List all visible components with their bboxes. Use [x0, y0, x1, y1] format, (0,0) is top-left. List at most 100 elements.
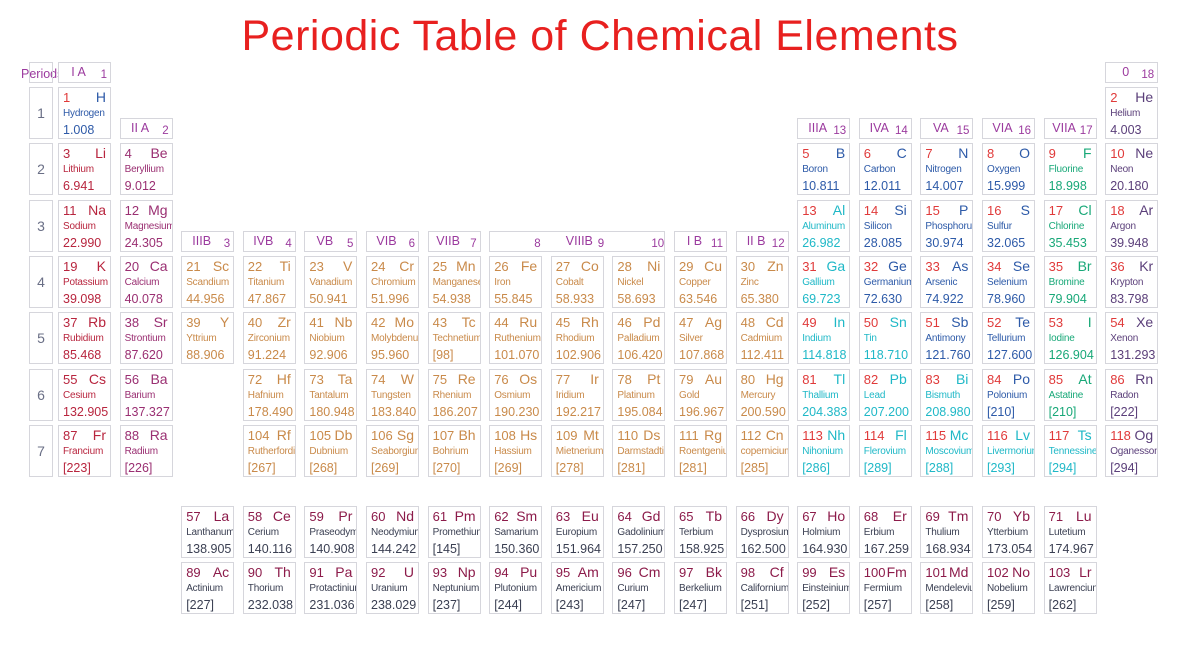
element-cell-ge[interactable]: 32 Ge Germanium 72.630 — [858, 255, 912, 308]
element-cell-ni[interactable]: 28 Ni Nickel 58.693 — [612, 255, 666, 308]
element-cell-fm[interactable]: 100 Fm Fermium [257] — [858, 562, 912, 614]
element-cell-re[interactable]: 75 Re Rhenium 186.207 — [427, 368, 481, 421]
element-cell-ac[interactable]: 89 Ac Actinium [227] — [181, 562, 235, 614]
element-cell-gd[interactable]: 64 Gd Gadolinium 157.250 — [612, 506, 666, 558]
element-cell-lu[interactable]: 71 Lu Lutetium 174.967 — [1043, 506, 1097, 558]
element-cell-sr[interactable]: 38 Sr Strontium 87.620 — [119, 312, 173, 365]
element-cell-pt[interactable]: 78 Pt Platinum 195.084 — [612, 368, 666, 421]
element-cell-na[interactable]: 11 Na Sodium 22.990 — [58, 199, 111, 252]
element-cell-pb[interactable]: 82 Pb Lead 207.200 — [858, 368, 912, 421]
element-cell-pu[interactable]: 94 Pu Plutonium [244] — [489, 562, 543, 614]
element-cell-be[interactable]: 4 Be Beryllium 9.012 — [119, 143, 173, 196]
element-cell-nd[interactable]: 60 Nd Neodymium 144.242 — [366, 506, 419, 558]
element-cell-tb[interactable]: 65 Tb Terbium 158.925 — [674, 506, 727, 558]
element-cell-rn[interactable]: 86 Rn Radon [222] — [1105, 368, 1159, 421]
element-cell-au[interactable]: 79 Au Gold 196.967 — [674, 368, 727, 421]
element-cell-y[interactable]: 39 Y Yttrium 88.906 — [181, 312, 235, 365]
element-cell-sg[interactable]: 106 Sg Seaborgium [269] — [366, 424, 419, 477]
element-cell-ga[interactable]: 31 Ga Gallium 69.723 — [797, 255, 851, 308]
element-cell-w[interactable]: 74 W Tungsten 183.840 — [366, 368, 419, 421]
element-cell-sm[interactable]: 62 Sm Samarium 150.360 — [489, 506, 543, 558]
element-cell-te[interactable]: 52 Te Tellurium 127.600 — [982, 312, 1035, 365]
element-cell-i[interactable]: 53 I Iodine 126.904 — [1043, 312, 1097, 365]
element-cell-cu[interactable]: 29 Cu Copper 63.546 — [674, 255, 727, 308]
element-cell-cd[interactable]: 48 Cd Cadmium 112.411 — [735, 312, 789, 365]
element-cell-k[interactable]: 19 K Potassium 39.098 — [58, 255, 111, 308]
element-cell-no[interactable]: 102 No Nobelium [259] — [982, 562, 1035, 614]
element-cell-eu[interactable]: 63 Eu Europium 151.964 — [550, 506, 604, 558]
element-cell-rf[interactable]: 104 Rf Rutherfordium [267] — [242, 424, 296, 477]
element-cell-ne[interactable]: 10 Ne Neon 20.180 — [1105, 143, 1159, 196]
element-cell-mg[interactable]: 12 Mg Magnesium 24.305 — [119, 199, 173, 252]
element-cell-hs[interactable]: 108 Hs Hassium [269] — [489, 424, 543, 477]
element-cell-np[interactable]: 93 Np Neptunium [237] — [427, 562, 481, 614]
element-cell-ar[interactable]: 18 Ar Argon 39.948 — [1105, 199, 1159, 252]
element-cell-h[interactable]: 1 H Hydrogen 1.008 — [58, 87, 111, 139]
element-cell-ag[interactable]: 47 Ag Silver 107.868 — [674, 312, 727, 365]
element-cell-ra[interactable]: 88 Ra Radium [226] — [119, 424, 173, 477]
element-cell-os[interactable]: 76 Os Osmium 190.230 — [489, 368, 543, 421]
element-cell-sn[interactable]: 50 Sn Tin 118.710 — [858, 312, 912, 365]
element-cell-ce[interactable]: 58 Ce Cerium 140.116 — [242, 506, 296, 558]
element-cell-n[interactable]: 7 N Nitrogen 14.007 — [920, 143, 974, 196]
element-cell-kr[interactable]: 36 Kr Krypton 83.798 — [1105, 255, 1159, 308]
element-cell-mo[interactable]: 42 Mo Molybdenum 95.960 — [366, 312, 419, 365]
element-cell-la[interactable]: 57 La Lanthanum 138.905 — [181, 506, 235, 558]
element-cell-fe[interactable]: 26 Fe Iron 55.845 — [489, 255, 543, 308]
element-cell-f[interactable]: 9 F Fluorine 18.998 — [1043, 143, 1097, 196]
element-cell-lr[interactable]: 103 Lr Lawrencium [262] — [1043, 562, 1097, 614]
element-cell-tm[interactable]: 69 Tm Thulium 168.934 — [920, 506, 974, 558]
element-cell-es[interactable]: 99 Es Einsteinium [252] — [797, 562, 851, 614]
element-cell-yb[interactable]: 70 Yb Ytterbium 173.054 — [982, 506, 1035, 558]
element-cell-sc[interactable]: 21 Sc Scandium 44.956 — [181, 255, 235, 308]
element-cell-am[interactable]: 95 Am Americium [243] — [550, 562, 604, 614]
element-cell-se[interactable]: 34 Se Selenium 78.960 — [982, 255, 1035, 308]
element-cell-ca[interactable]: 20 Ca Calcium 40.078 — [119, 255, 173, 308]
element-cell-mn[interactable]: 25 Mn Manganese 54.938 — [427, 255, 481, 308]
element-cell-hg[interactable]: 80 Hg Mercury 200.590 — [735, 368, 789, 421]
element-cell-dy[interactable]: 66 Dy Dysprosium 162.500 — [735, 506, 789, 558]
element-cell-rg[interactable]: 111 Rg Roentgenium [281] — [674, 424, 727, 477]
element-cell-c[interactable]: 6 C Carbon 12.011 — [858, 143, 912, 196]
element-cell-pr[interactable]: 59 Pr Praseodymium 140.908 — [304, 506, 358, 558]
element-cell-fl[interactable]: 114 Fl Flerovium [289] — [858, 424, 912, 477]
element-cell-ta[interactable]: 73 Ta Tantalum 180.948 — [304, 368, 358, 421]
element-cell-db[interactable]: 105 Db Dubnium [268] — [304, 424, 358, 477]
element-cell-s[interactable]: 16 S Sulfur 32.065 — [982, 199, 1035, 252]
element-cell-er[interactable]: 68 Er Erbium 167.259 — [858, 506, 912, 558]
element-cell-he[interactable]: 2 He Helium 4.003 — [1105, 87, 1159, 139]
element-cell-ru[interactable]: 44 Ru Ruthenium 101.070 — [489, 312, 543, 365]
element-cell-th[interactable]: 90 Th Thorium 232.038 — [242, 562, 296, 614]
element-cell-tc[interactable]: 43 Tc Technetium [98] — [427, 312, 481, 365]
element-cell-in[interactable]: 49 In Indium 114.818 — [797, 312, 851, 365]
element-cell-p[interactable]: 15 P Phosphorus 30.974 — [920, 199, 974, 252]
element-cell-zn[interactable]: 30 Zn Zinc 65.380 — [735, 255, 789, 308]
element-cell-v[interactable]: 23 V Vanadium 50.941 — [304, 255, 358, 308]
element-cell-cl[interactable]: 17 Cl Chlorine 35.453 — [1043, 199, 1097, 252]
element-cell-fr[interactable]: 87 Fr Francium [223] — [58, 424, 111, 477]
element-cell-pa[interactable]: 91 Pa Protactinium 231.036 — [304, 562, 358, 614]
element-cell-co[interactable]: 27 Co Cobalt 58.933 — [550, 255, 604, 308]
element-cell-lv[interactable]: 116 Lv Livermorium [293] — [982, 424, 1035, 477]
element-cell-ba[interactable]: 56 Ba Barium 137.327 — [119, 368, 173, 421]
element-cell-tl[interactable]: 81 Tl Thallium 204.383 — [797, 368, 851, 421]
element-cell-si[interactable]: 14 Si Silicon 28.085 — [858, 199, 912, 252]
element-cell-cr[interactable]: 24 Cr Chromium 51.996 — [366, 255, 419, 308]
element-cell-pd[interactable]: 46 Pd Palladium 106.420 — [612, 312, 666, 365]
element-cell-bh[interactable]: 107 Bh Bohrium [270] — [427, 424, 481, 477]
element-cell-nb[interactable]: 41 Nb Niobium 92.906 — [304, 312, 358, 365]
element-cell-mt[interactable]: 109 Mt Mietnerium [278] — [550, 424, 604, 477]
element-cell-po[interactable]: 84 Po Polonium [210] — [982, 368, 1035, 421]
element-cell-hf[interactable]: 72 Hf Hafnium 178.490 — [242, 368, 296, 421]
element-cell-al[interactable]: 13 Al Aluminum 26.982 — [797, 199, 851, 252]
element-cell-zr[interactable]: 40 Zr Zirconium 91.224 — [242, 312, 296, 365]
element-cell-cn[interactable]: 112 Cn copernicium [285] — [735, 424, 789, 477]
element-cell-li[interactable]: 3 Li Lithium 6.941 — [58, 143, 111, 196]
element-cell-br[interactable]: 35 Br Bromine 79.904 — [1043, 255, 1097, 308]
element-cell-ti[interactable]: 22 Ti Titanium 47.867 — [242, 255, 296, 308]
element-cell-cf[interactable]: 98 Cf Californium [251] — [735, 562, 789, 614]
element-cell-cs[interactable]: 55 Cs Cesium 132.905 — [58, 368, 111, 421]
element-cell-cm[interactable]: 96 Cm Curium [247] — [612, 562, 666, 614]
